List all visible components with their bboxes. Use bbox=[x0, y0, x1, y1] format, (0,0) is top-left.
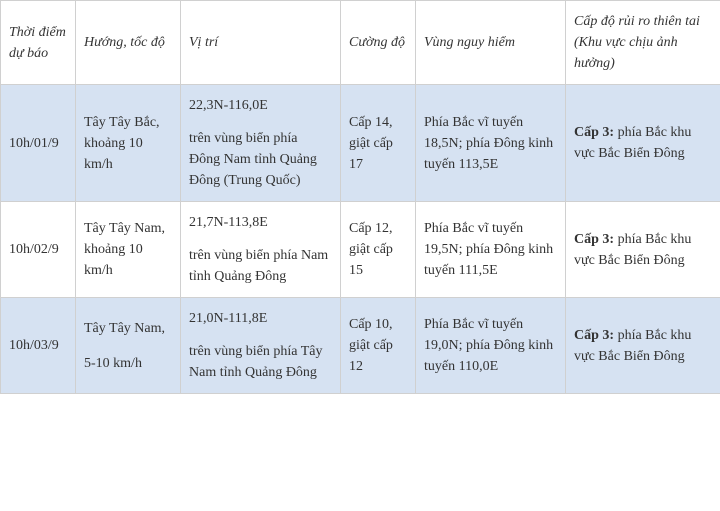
cell-risk: Cấp 3: phía Bắc khu vực Bắc Biển Đông bbox=[566, 298, 720, 394]
col-danger: Vùng nguy hiểm bbox=[416, 1, 566, 85]
cell-coord: 21,7N-113,8E bbox=[189, 212, 332, 233]
cell-time: 10h/03/9 bbox=[1, 298, 76, 394]
col-time: Thời điểm dự báo bbox=[1, 1, 76, 85]
cell-intensity: Cấp 14, giật cấp 17 bbox=[341, 85, 416, 202]
cell-time: 10h/01/9 bbox=[1, 85, 76, 202]
cell-danger: Phía Bắc vĩ tuyến 18,5N; phía Đông kinh … bbox=[416, 85, 566, 202]
header-row: Thời điểm dự báo Hướng, tốc độ Vị trí Cư… bbox=[1, 1, 720, 85]
cell-location: trên vùng biển phía Tây Nam tỉnh Quảng Đ… bbox=[189, 344, 323, 380]
risk-label: Cấp 3: bbox=[574, 328, 614, 343]
cell-coord: 22,3N-116,0E bbox=[189, 95, 332, 116]
col-risk: Cấp độ rủi ro thiên tai (Khu vực chịu ản… bbox=[566, 1, 720, 85]
cell-position: 22,3N-116,0E trên vùng biển phía Đông Na… bbox=[181, 85, 341, 202]
cell-risk: Cấp 3: phía Bắc khu vực Bắc Biển Đông bbox=[566, 202, 720, 298]
cell-direction: Tây Tây Nam, 5-10 km/h bbox=[76, 298, 181, 394]
cell-position: 21,0N-111,8E trên vùng biển phía Tây Nam… bbox=[181, 298, 341, 394]
cell-direction-line2: 5-10 km/h bbox=[84, 353, 172, 374]
cell-intensity: Cấp 10, giật cấp 12 bbox=[341, 298, 416, 394]
cell-time: 10h/02/9 bbox=[1, 202, 76, 298]
col-direction: Hướng, tốc độ bbox=[76, 1, 181, 85]
cell-danger: Phía Bắc vĩ tuyến 19,0N; phía Đông kinh … bbox=[416, 298, 566, 394]
cell-position: 21,7N-113,8E trên vùng biển phía Nam tỉn… bbox=[181, 202, 341, 298]
cell-risk: Cấp 3: phía Bắc khu vực Bắc Biển Đông bbox=[566, 85, 720, 202]
cell-direction: Tây Tây Nam, khoảng 10 km/h bbox=[76, 202, 181, 298]
forecast-table-wrapper: Thời điểm dự báo Hướng, tốc độ Vị trí Cư… bbox=[0, 0, 720, 394]
risk-label: Cấp 3: bbox=[574, 125, 614, 140]
cell-direction-line1: Tây Tây Nam, bbox=[84, 318, 172, 339]
col-position: Vị trí bbox=[181, 1, 341, 85]
col-intensity: Cường độ bbox=[341, 1, 416, 85]
cell-location: trên vùng biển phía Nam tỉnh Quảng Đông bbox=[189, 248, 328, 284]
forecast-table: Thời điểm dự báo Hướng, tốc độ Vị trí Cư… bbox=[0, 0, 720, 394]
cell-danger: Phía Bắc vĩ tuyến 19,5N; phía Đông kinh … bbox=[416, 202, 566, 298]
risk-label: Cấp 3: bbox=[574, 232, 614, 247]
table-row: 10h/02/9 Tây Tây Nam, khoảng 10 km/h 21,… bbox=[1, 202, 720, 298]
cell-intensity: Cấp 12, giật cấp 15 bbox=[341, 202, 416, 298]
cell-direction: Tây Tây Bắc, khoảng 10 km/h bbox=[76, 85, 181, 202]
cell-location: trên vùng biển phía Đông Nam tỉnh Quảng … bbox=[189, 131, 317, 188]
cell-coord: 21,0N-111,8E bbox=[189, 308, 332, 329]
table-row: 10h/01/9 Tây Tây Bắc, khoảng 10 km/h 22,… bbox=[1, 85, 720, 202]
table-row: 10h/03/9 Tây Tây Nam, 5-10 km/h 21,0N-11… bbox=[1, 298, 720, 394]
